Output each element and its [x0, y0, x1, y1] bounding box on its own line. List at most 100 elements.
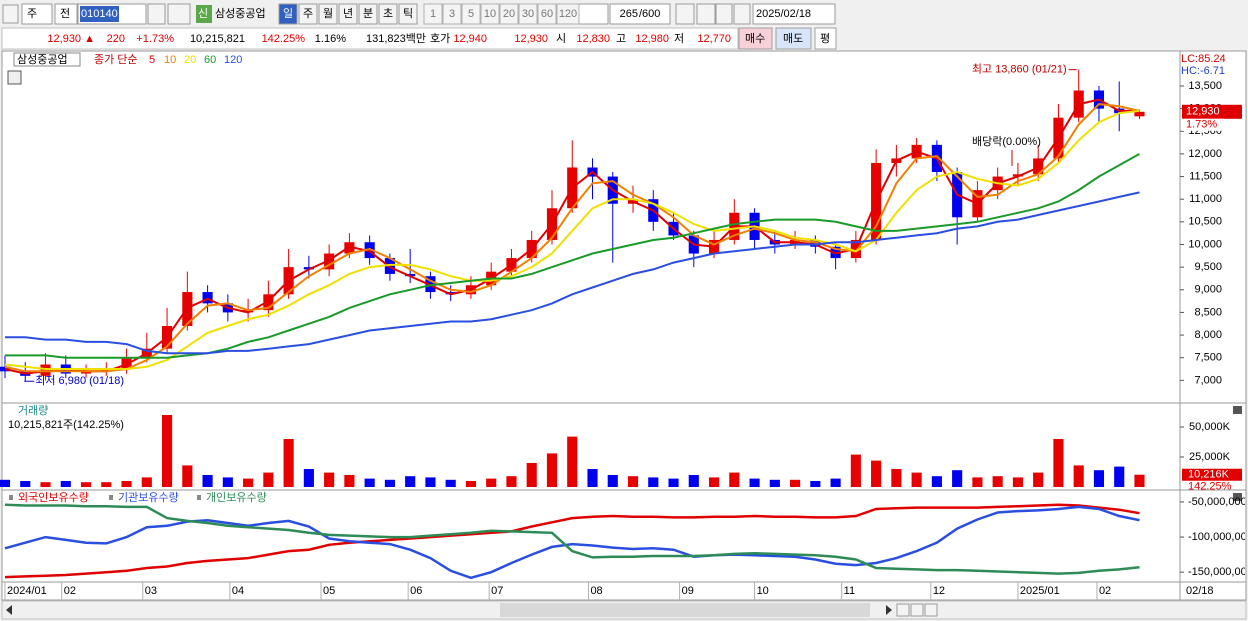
interval-button[interactable]: [556, 3, 580, 25]
period-button[interactable]: [358, 3, 378, 25]
volume-bar: [627, 476, 639, 487]
interval-button[interactable]: [480, 3, 500, 25]
y-tick-label: 9,000: [1194, 284, 1222, 296]
volume-bar: [931, 476, 942, 487]
volume-bar: [526, 463, 537, 487]
sell-button[interactable]: [775, 27, 812, 50]
y-tick-label: 8,500: [1194, 306, 1222, 318]
ma-line: [5, 191, 1140, 355]
volume-bar: [243, 478, 254, 487]
period-button[interactable]: [378, 3, 398, 25]
candle-body: [303, 267, 314, 270]
menu-icon[interactable]: [2, 4, 19, 24]
tool-button[interactable]: [675, 3, 695, 25]
new: 신: [198, 7, 208, 20]
scroll-thumb[interactable]: [500, 603, 870, 617]
candle-body: [40, 364, 51, 376]
prev-select[interactable]: [54, 3, 78, 25]
volume-bar: [952, 470, 963, 487]
buy: 매수: [745, 32, 765, 45]
new-badge[interactable]: [196, 5, 212, 23]
panel-close[interactable]: [1233, 406, 1242, 414]
last-price-box: [1182, 104, 1242, 119]
bid-label: 호가: [430, 32, 450, 45]
period: 일: [283, 6, 293, 20]
nav-button[interactable]: [910, 603, 924, 617]
avg-button[interactable]: [814, 27, 837, 50]
scroll-left[interactable]: [6, 605, 12, 615]
date-input[interactable]: [752, 3, 836, 25]
high: 12,980: [635, 33, 669, 45]
low: 12,770: [697, 33, 731, 45]
volume-bar: [749, 478, 760, 487]
volume-bar: [162, 415, 173, 487]
x-tick-label: 05: [323, 585, 335, 597]
y-tick-label: 11,000: [1189, 193, 1222, 205]
legend-marker: [9, 495, 13, 500]
settings-button[interactable]: [733, 3, 751, 25]
search-button[interactable]: [147, 3, 166, 25]
y-tick-label: 10,000: [1188, 238, 1222, 250]
interval-button[interactable]: [537, 3, 557, 25]
period-button[interactable]: [318, 3, 338, 25]
period-button[interactable]: [298, 3, 318, 25]
interval: 3: [449, 8, 455, 20]
volume-bar: [810, 481, 821, 487]
period-button[interactable]: [338, 3, 358, 25]
interval-button[interactable]: [499, 3, 519, 25]
interval-button[interactable]: [442, 3, 462, 25]
candle-body: [121, 357, 132, 370]
volume-bar: [1053, 439, 1064, 487]
volume: 10,215,821: [190, 33, 245, 45]
count: 265: [620, 8, 638, 20]
sell: 매도: [783, 32, 803, 45]
scroll-right[interactable]: [886, 605, 892, 615]
last-volume-change: 142.25%: [1188, 481, 1232, 493]
holding-line: [4, 503, 1140, 575]
open: 12,830: [576, 33, 610, 45]
count-input[interactable]: [609, 3, 671, 25]
period-button[interactable]: [398, 3, 418, 25]
legend-entry: 120: [224, 54, 242, 66]
x-tick-label: 08: [590, 585, 602, 597]
volume-bar: [20, 481, 31, 487]
lc-label: LC:85.24: [1181, 53, 1226, 65]
interval: 120: [559, 8, 577, 20]
hc-label: HC:-6.71: [1181, 65, 1225, 77]
interval: 10: [484, 8, 496, 20]
period: 초: [383, 7, 393, 20]
holding-line: [4, 503, 1140, 579]
interval: 5: [468, 8, 474, 20]
volume-bar: [546, 453, 558, 487]
interval-button[interactable]: [461, 3, 481, 25]
sound-button[interactable]: [167, 3, 191, 25]
volume-bar: [263, 472, 274, 487]
period-button[interactable]: [278, 3, 298, 25]
volume-bar: [364, 478, 375, 487]
legend-entry: 10: [164, 54, 176, 66]
bid: 12,930: [514, 33, 548, 45]
x-tick-label: 10: [757, 585, 769, 597]
candle-body: [810, 239, 821, 247]
volume-bar: [648, 477, 659, 487]
interval-button[interactable]: [518, 3, 538, 25]
turnover: 1.16%: [315, 33, 346, 45]
calc-icon[interactable]: [7, 70, 22, 85]
last-change-bg: [1182, 118, 1224, 131]
tool-button[interactable]: [696, 3, 716, 25]
panel-close[interactable]: [1233, 493, 1242, 501]
x-tick-label: 04: [232, 585, 244, 597]
volume-bar: [182, 465, 193, 487]
x-tick-label: 11: [844, 585, 855, 597]
interval-button[interactable]: [423, 3, 443, 25]
buy-button[interactable]: [738, 27, 773, 50]
x-tick-label: 07: [491, 585, 503, 597]
y-tick-label: 10,500: [1188, 216, 1222, 228]
legend-box: [13, 52, 81, 67]
save-button[interactable]: [715, 3, 733, 25]
nav-button[interactable]: [896, 603, 910, 617]
x-tick-label: 09: [682, 585, 694, 597]
candle-body: [202, 292, 213, 304]
market-select[interactable]: [21, 3, 53, 25]
nav-button[interactable]: [924, 603, 938, 617]
